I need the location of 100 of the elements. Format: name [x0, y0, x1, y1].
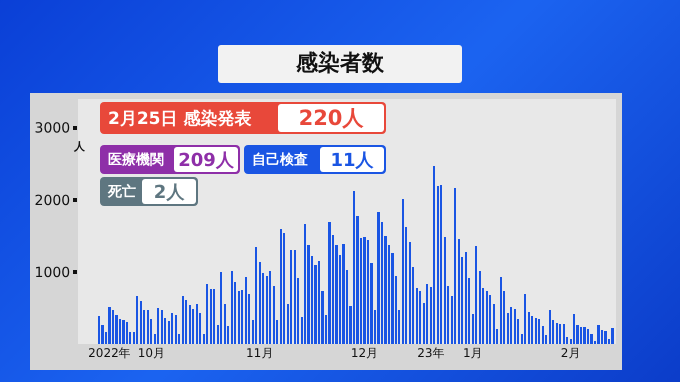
- annotation: 2人: [142, 179, 196, 204]
- bar: [353, 191, 355, 344]
- bar: [475, 246, 477, 344]
- bar: [486, 291, 488, 344]
- x-tick-label: 12月: [350, 346, 378, 360]
- bar: [98, 316, 100, 344]
- bar: [241, 290, 243, 344]
- bar: [220, 272, 222, 344]
- bar: [126, 322, 128, 344]
- bar: [583, 327, 586, 344]
- x-tick-label: 2月: [560, 346, 580, 360]
- bar: [538, 319, 540, 344]
- bar: [426, 284, 428, 344]
- bar: [342, 244, 345, 344]
- bar: [328, 222, 331, 344]
- bar: [259, 262, 261, 344]
- bar: [189, 305, 191, 344]
- y-tick-label: 3000: [34, 120, 70, 137]
- bar: [611, 328, 614, 344]
- bar: [206, 284, 208, 344]
- bar: [210, 289, 212, 344]
- bar: [119, 319, 121, 344]
- annotation: 220人: [278, 104, 384, 132]
- y-tick-label: 2000: [34, 192, 70, 209]
- bar: [402, 199, 404, 344]
- bar: [122, 320, 125, 344]
- bar: [587, 329, 589, 344]
- bar: [458, 239, 460, 344]
- bar: [377, 212, 380, 344]
- annotation: 自己検査: [251, 150, 309, 168]
- bar: [269, 271, 271, 344]
- x-tick-label: 23年: [417, 346, 444, 360]
- bar: [136, 296, 138, 344]
- bar: [573, 314, 575, 344]
- bar: [597, 325, 600, 344]
- bar: [108, 307, 111, 344]
- bar: [580, 327, 582, 344]
- bar: [440, 185, 442, 344]
- bar: [304, 224, 306, 344]
- bar: [290, 250, 292, 344]
- bar: [479, 271, 481, 344]
- bar: [528, 312, 530, 344]
- bar: [255, 247, 257, 344]
- bar: [489, 295, 491, 344]
- bar: [444, 237, 446, 344]
- bar: [510, 307, 512, 344]
- bar: [112, 310, 114, 344]
- bar: [559, 324, 561, 344]
- x-tick-label: 1月: [462, 346, 483, 360]
- bar: [245, 277, 247, 344]
- bar: [238, 291, 240, 344]
- bar: [367, 240, 369, 344]
- bar: [514, 309, 516, 344]
- bar: [182, 296, 184, 344]
- bar: [493, 304, 495, 344]
- y-axis-title: 人: [74, 139, 85, 154]
- annotation: 医療機関: [107, 150, 165, 168]
- bar: [318, 261, 320, 344]
- bar: [416, 288, 418, 344]
- bar: [531, 316, 533, 344]
- annotation: 11人: [320, 147, 384, 172]
- x-tick-label: 10月: [138, 346, 165, 360]
- bar: [213, 289, 215, 344]
- bar: [196, 304, 198, 344]
- bar: [563, 324, 565, 344]
- bar: [280, 229, 282, 344]
- bar: [500, 277, 502, 344]
- bar: [363, 237, 366, 344]
- bar: [556, 323, 558, 344]
- bar: [185, 300, 187, 344]
- bar: [454, 188, 456, 344]
- bar: [524, 294, 526, 344]
- bar: [283, 233, 285, 344]
- annotation: 2月25日 感染発表: [107, 108, 252, 130]
- y-tick-label: 1000: [34, 264, 70, 281]
- bar: [175, 315, 177, 344]
- bar: [549, 310, 551, 344]
- chart-title: 感染者数: [218, 45, 462, 83]
- bar: [604, 331, 607, 344]
- bar: [535, 318, 537, 344]
- annotation: 209人: [174, 147, 238, 172]
- bar: [465, 252, 467, 344]
- bar: [437, 186, 439, 344]
- bar: [273, 286, 275, 344]
- bar: [161, 310, 163, 344]
- bar: [419, 291, 421, 344]
- x-tick-label: 11月: [246, 346, 274, 360]
- bar: [231, 271, 233, 344]
- bar: [542, 326, 544, 344]
- annotation: 死亡: [106, 182, 137, 200]
- bar: [294, 250, 296, 344]
- bar: [157, 308, 159, 344]
- bar: [409, 242, 411, 344]
- bar: [147, 310, 149, 344]
- bar: [433, 166, 435, 344]
- bar: [140, 301, 142, 344]
- x-tick-label: 2022年: [88, 346, 131, 360]
- bar: [171, 313, 173, 344]
- bar: [224, 304, 226, 344]
- bar: [192, 309, 194, 344]
